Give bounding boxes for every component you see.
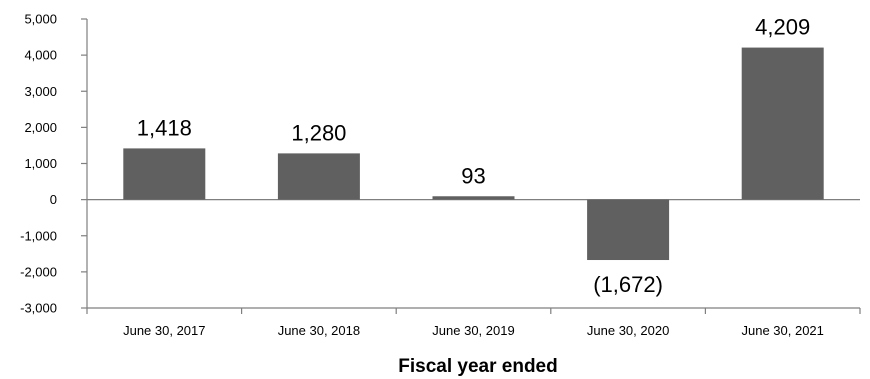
y-tick-label: 3,000 — [24, 84, 57, 99]
y-tick-label: 5,000 — [24, 12, 57, 27]
data-labels-group: 1,418 1,280 93 (1,672) 4,209 — [137, 15, 810, 297]
data-label: 1,418 — [137, 115, 192, 140]
y-tick-label: 4,000 — [24, 48, 57, 63]
x-tick-label: June 30, 2019 — [432, 323, 514, 338]
x-tick-label: June 30, 2017 — [123, 323, 205, 338]
x-axis: June 30, 2017 June 30, 2018 June 30, 2019 J… — [86, 199, 861, 338]
data-label: 1,280 — [291, 120, 346, 145]
y-tick-label: 1,000 — [24, 156, 57, 171]
bar — [741, 47, 824, 200]
y-tick-label: 0 — [50, 192, 57, 207]
x-tick-label: June 30, 2018 — [278, 323, 360, 338]
y-tick-label: -2,000 — [20, 264, 57, 279]
x-tick-label: June 30, 2020 — [587, 323, 669, 338]
bar — [123, 148, 206, 200]
data-label: 93 — [461, 163, 485, 188]
bar — [587, 199, 670, 261]
bar — [277, 153, 360, 200]
y-tick-label: -3,000 — [20, 301, 57, 316]
data-label: (1,672) — [593, 272, 663, 297]
x-axis-title: Fiscal year ended — [398, 356, 557, 377]
x-tick-label: June 30, 2021 — [741, 323, 823, 338]
y-tick-label: -1,000 — [20, 228, 57, 243]
y-axis: 5,000 4,000 3,000 2,000 1,000 0 -1,000 -2,000 -3… — [20, 12, 88, 316]
bars-group — [123, 47, 824, 261]
data-label: 4,209 — [755, 15, 810, 40]
bar — [432, 196, 515, 200]
y-tick-label: 2,000 — [24, 120, 57, 135]
